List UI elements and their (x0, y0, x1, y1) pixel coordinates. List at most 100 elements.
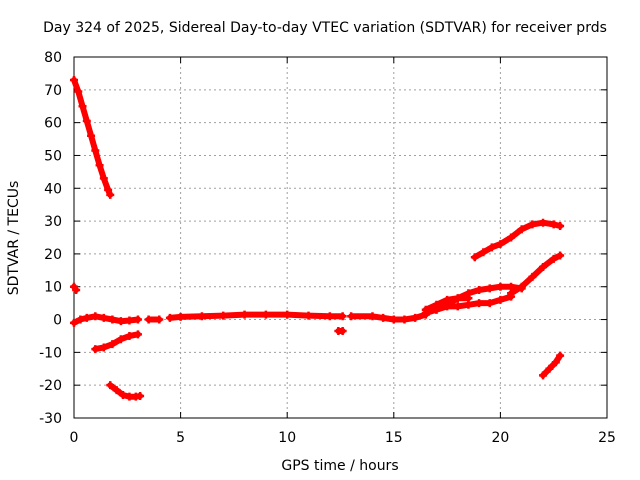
axis-ticks: 0 5 10 15 20 25 -30 -20 -10 0 10 20 30 40 50 60 70 80 (39, 50, 616, 446)
data-point (475, 286, 484, 295)
y-tick-label: -20 (39, 378, 62, 394)
data-point (507, 289, 516, 298)
data-point (91, 146, 100, 155)
series-arc-9 (347, 310, 430, 324)
data-point (119, 391, 128, 400)
data-point (106, 190, 115, 199)
data-point (155, 315, 164, 324)
data-point (517, 225, 526, 234)
data-point (470, 253, 479, 262)
series-arc-3 (70, 312, 142, 327)
data-point (136, 392, 145, 401)
x-tick-label: 15 (385, 430, 403, 446)
data-point (74, 87, 83, 96)
data-point (116, 335, 125, 344)
x-tick-label: 10 (278, 430, 296, 446)
x-tick-label: 0 (70, 430, 79, 446)
data-point (496, 295, 505, 304)
y-tick-label: 20 (44, 247, 62, 263)
data-point (70, 318, 78, 327)
y-tick-label: -30 (39, 411, 62, 427)
data-point (549, 220, 558, 229)
data-point (82, 313, 91, 322)
data-point (475, 299, 484, 308)
series-arc-2 (70, 282, 81, 295)
series-arc-4 (91, 330, 142, 354)
data-point (556, 251, 565, 260)
data-point (549, 254, 558, 263)
data-point (496, 240, 505, 249)
data-point (485, 299, 494, 308)
data-point (197, 312, 206, 321)
data-point (95, 161, 104, 170)
data-point (432, 300, 441, 309)
data-point (347, 312, 356, 321)
y-tick-label: 60 (44, 116, 62, 132)
x-tick-label: 5 (176, 430, 185, 446)
data-point (219, 311, 228, 320)
data-point (539, 263, 548, 272)
x-tick-label: 20 (491, 430, 509, 446)
y-tick-label: 50 (44, 148, 62, 164)
data-point (464, 294, 473, 303)
data-point (76, 315, 85, 324)
y-tick-label: 80 (44, 50, 62, 66)
series-trace (71, 77, 114, 198)
data-point (421, 305, 430, 314)
data-point (411, 313, 420, 322)
series-arc-7 (165, 310, 347, 322)
data-point (539, 218, 548, 227)
data-point (165, 313, 174, 322)
data-point (507, 233, 516, 242)
data-point (108, 340, 117, 349)
data-point (485, 284, 494, 293)
data-point (325, 312, 334, 321)
series-arc-1 (70, 75, 115, 199)
data-point (87, 131, 96, 140)
data-point (82, 116, 91, 125)
y-tick-label: 0 (53, 313, 62, 329)
data-point (240, 310, 249, 319)
data-point (545, 364, 554, 373)
series-trace (540, 352, 564, 379)
data-point (112, 386, 121, 395)
data-point (91, 345, 100, 354)
data-point (91, 312, 100, 321)
data-point (400, 315, 409, 324)
y-axis-label: SDTVAR / TECUs (6, 181, 22, 296)
data-point (133, 315, 142, 324)
y-tick-label: 70 (44, 83, 62, 99)
data-point (72, 286, 81, 295)
series-arc-8 (334, 327, 347, 336)
data-point (125, 316, 134, 325)
data-point (556, 222, 565, 231)
data-point (528, 272, 537, 281)
data-point (556, 351, 565, 360)
data-point (106, 381, 115, 390)
series-trace (166, 311, 346, 321)
x-tick-label: 25 (598, 430, 616, 446)
y-tick-label: -10 (39, 345, 62, 361)
data-point (453, 302, 462, 311)
data-point (368, 312, 377, 321)
data-point (104, 185, 113, 194)
series-arc-13 (507, 251, 565, 298)
series-arc-14 (470, 218, 565, 262)
data-point (496, 282, 505, 291)
plot-frame (73, 56, 608, 419)
data-point (261, 310, 270, 319)
data-point (479, 248, 488, 257)
y-tick-label: 30 (44, 214, 62, 230)
data-point (517, 282, 526, 291)
data-point (116, 317, 125, 326)
data-point (389, 315, 398, 324)
series-arc-15 (539, 351, 565, 380)
data-point (125, 331, 134, 340)
data-point (108, 315, 117, 324)
series-arc-6 (144, 315, 164, 324)
data-point (99, 174, 108, 183)
series-arc-12 (421, 294, 473, 314)
y-tick-label: 10 (44, 280, 62, 296)
data-point (539, 371, 548, 380)
